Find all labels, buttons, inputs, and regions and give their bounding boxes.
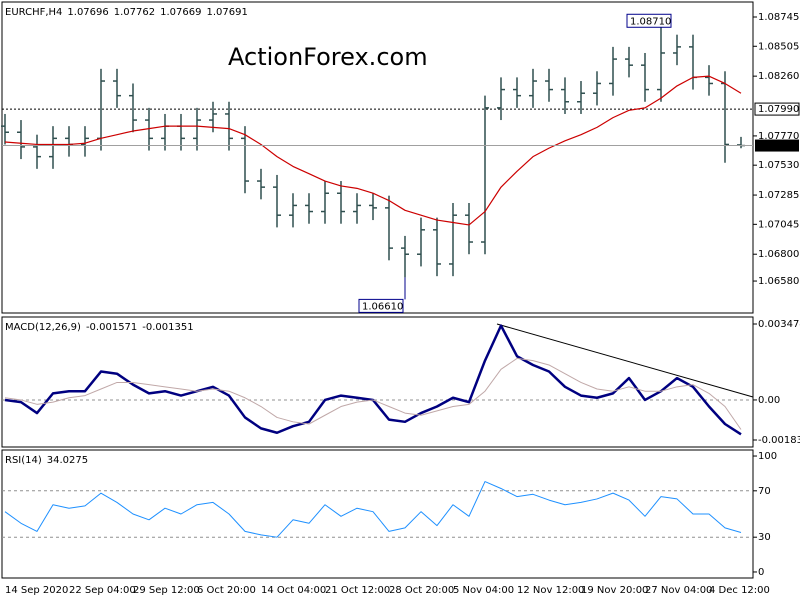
y-tick-label: 1.06800: [758, 249, 799, 260]
x-tick-label: 21 Oct 12:00: [325, 585, 390, 596]
title-text: EURCHF,H4: [5, 7, 62, 18]
title-value: -0.001571: [86, 322, 137, 333]
trend-line: [496, 323, 754, 398]
x-tick-label: 6 Oct 20:00: [197, 585, 256, 596]
panel: [1, 316, 754, 448]
title-value: 34.0275: [47, 455, 88, 466]
title-value: 1.07696: [67, 7, 108, 18]
x-tick-label: 28 Oct 20:00: [389, 585, 454, 596]
series-line: [4, 481, 742, 538]
annotation-box: [626, 13, 672, 28]
x-tick-label: 22 Sep 04:00: [69, 585, 136, 596]
y-tick-label: 1.07530: [758, 160, 799, 171]
watermark: ActionForex.com: [228, 43, 428, 71]
y-tick-label: 1.08745: [758, 12, 799, 23]
panel-title: EURCHF,H4 1.07696 1.07762 1.07669 1.07691: [5, 7, 248, 18]
series-line: [4, 357, 742, 430]
current-price-label: 1.07691: [758, 141, 799, 152]
x-tick-label: 14 Sep 2020: [5, 585, 68, 596]
panel: [1, 1, 754, 314]
level-label-box: [754, 102, 800, 116]
y-tick-label: 30: [758, 532, 771, 543]
y-tick-label: 70: [758, 486, 771, 497]
panel-title: MACD(12,26,9) -0.001571 -0.001351: [5, 322, 194, 333]
series-line: [4, 75, 742, 226]
annotation: 1.08710: [630, 16, 671, 27]
y-tick-label: 1.08260: [758, 71, 799, 82]
title-text: MACD(12,26,9): [5, 322, 81, 333]
y-tick-label: 1.08505: [758, 41, 799, 52]
panel-title: RSI(14) 34.0275: [5, 455, 88, 466]
y-tick-label: 0.00: [758, 395, 780, 406]
y-tick-label: 0.003474: [758, 319, 800, 330]
x-tick-label: 5 Nov 04:00: [453, 585, 514, 596]
x-tick-label: 12 Nov 12:00: [517, 585, 584, 596]
x-tick-label: 19 Nov 20:00: [581, 585, 648, 596]
y-tick-label: 1.07285: [758, 190, 799, 201]
x-tick-label: 14 Oct 04:00: [261, 585, 326, 596]
x-tick-label: 27 Nov 04:00: [645, 585, 712, 596]
x-tick-label: 29 Sep 12:00: [133, 585, 200, 596]
title-value: -0.001351: [142, 322, 193, 333]
panel: [1, 449, 754, 579]
y-tick-label: 100: [758, 451, 777, 462]
y-tick-label: 0: [758, 567, 764, 578]
annotation-box: [358, 298, 404, 313]
y-tick-label: 1.06580: [758, 276, 799, 287]
annotation: 1.06610: [362, 301, 403, 312]
title-text: RSI(14): [5, 455, 42, 466]
y-tick-label: 1.07045: [758, 219, 799, 230]
title-value: 1.07691: [206, 7, 247, 18]
current-price-box: [755, 139, 799, 152]
title-value: 1.07669: [160, 7, 201, 18]
x-tick-label: 4 Dec 12:00: [709, 585, 770, 596]
title-value: 1.07762: [114, 7, 155, 18]
level-label: 1.07990: [758, 104, 799, 115]
y-tick-label: -0.001832: [758, 435, 800, 446]
y-tick-label: 1.07770: [758, 131, 799, 142]
